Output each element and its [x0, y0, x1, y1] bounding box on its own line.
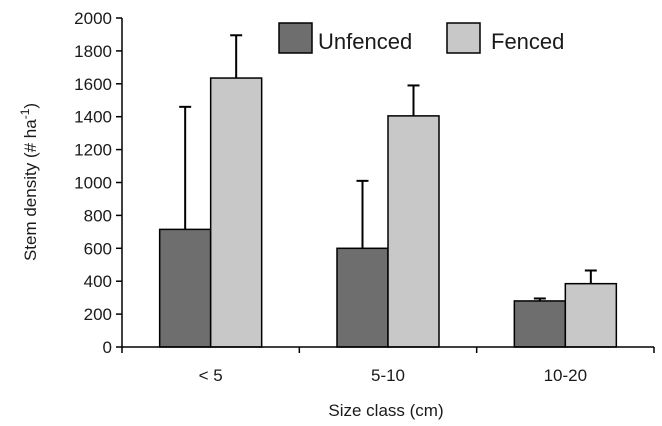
y-tick-label-8: 1600 — [74, 75, 112, 94]
bar-fenced-0 — [209, 77, 263, 348]
y-tick-label-10: 2000 — [74, 9, 112, 28]
legend-label-unfenced: Unfenced — [318, 29, 412, 54]
legend: Unfenced Fenced — [278, 22, 564, 54]
y-tick-label-4: 800 — [84, 206, 112, 225]
axes — [116, 17, 655, 353]
bar-unfenced-1 — [336, 247, 389, 348]
y-axis-title: Stem density (# ha-1) — [18, 103, 40, 261]
bar-fenced-2 — [564, 282, 618, 348]
x-tick-labels: < 5 5-10 10-20 — [199, 366, 587, 385]
bar-unfenced-2 — [513, 300, 567, 348]
x-tick-label-2: 10-20 — [544, 366, 587, 385]
legend-label-fenced: Fenced — [491, 29, 564, 54]
y-tick-label-1: 200 — [84, 305, 112, 324]
legend-swatch-unfenced — [278, 22, 313, 54]
bar-unfenced-0 — [158, 228, 212, 348]
error-bars — [179, 34, 597, 301]
x-axis-title: Size class (cm) — [328, 401, 443, 420]
y-tick-labels: 0 200 400 600 800 1000 1200 1400 1600 1800 2000 — [74, 9, 112, 357]
x-tick-label-0: < 5 — [199, 366, 223, 385]
x-tick-label-1: 5-10 — [371, 366, 405, 385]
y-tick-label-5: 1000 — [74, 174, 112, 193]
y-tick-label-7: 1400 — [74, 108, 112, 127]
bars — [158, 77, 618, 348]
y-axis-title-superscript: -1 — [18, 108, 32, 119]
y-tick-label-3: 600 — [84, 239, 112, 258]
bar-fenced-1 — [387, 115, 440, 348]
y-tick-label-2: 400 — [84, 272, 112, 291]
y-tick-label-0: 0 — [103, 338, 112, 357]
legend-swatch-fenced — [446, 22, 481, 54]
y-tick-label-6: 1200 — [74, 141, 112, 160]
y-tick-label-9: 1800 — [74, 42, 112, 61]
